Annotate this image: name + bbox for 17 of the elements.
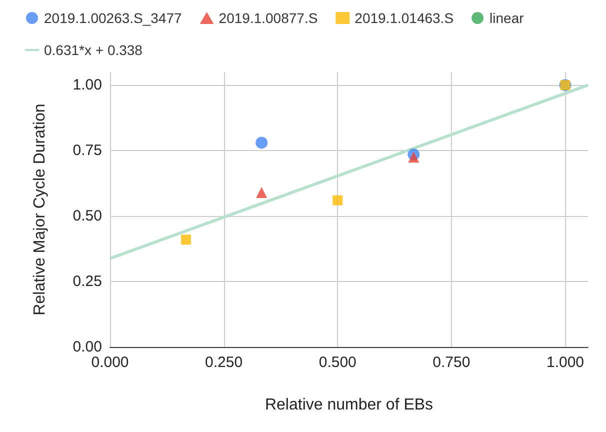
y-tick-label: 1.00 (72, 76, 102, 94)
y-tick-label: 0.25 (72, 273, 102, 290)
x-tick-label: 0.500 (318, 354, 356, 371)
y-axis-title: Relative Major Cycle Duration (32, 104, 48, 316)
legend-label: 2019.1.00877.S (218, 10, 318, 26)
legend-label: linear (490, 10, 524, 26)
legend-label: 2019.1.01463.S (354, 10, 454, 26)
y-tick-label: 0.75 (72, 142, 102, 160)
legend-label: 0.631*x + 0.338 (44, 42, 143, 58)
legend-label: 2019.1.00263.S_3477 (44, 10, 182, 26)
x-tick-label: 0.250 (205, 354, 243, 371)
x-tick-label: 0.750 (432, 354, 470, 371)
x-axis-title: Relative number of EBs (264, 396, 434, 414)
y-tick-label: 0.50 (72, 208, 102, 225)
x-tick-label: 1.000 (546, 354, 584, 371)
x-tick-label: 0.000 (91, 354, 129, 371)
y-tick-label: 0.00 (72, 338, 102, 356)
